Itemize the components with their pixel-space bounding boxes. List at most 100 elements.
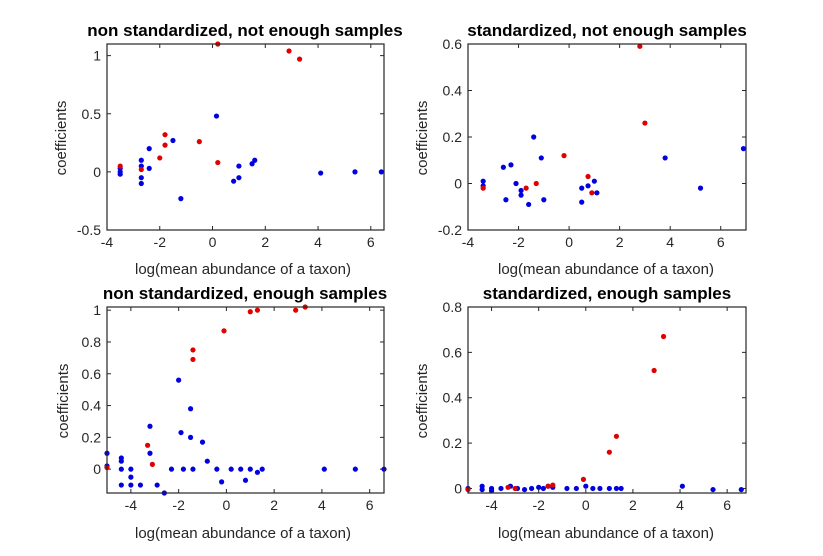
- subplot-3-point: [118, 466, 124, 472]
- subplot-1-plot-area: -4 -2 0 2 4 6 -0.5 0 0.5 1: [77, 41, 385, 250]
- subplot-3-ytick-label: 0.4: [82, 398, 102, 414]
- subplot-2-xtick-label: 2: [616, 234, 624, 250]
- subplot-1-title: non standardized, not enough samples: [87, 21, 402, 40]
- subplot-4-plot-area: -4 -2 0 2 4 6 0 0.2 0.4 0.6 0.8: [443, 299, 747, 513]
- subplot-2-xtick-label: -2: [512, 234, 525, 250]
- subplot-4-point: [651, 367, 657, 374]
- subplot-1-point: [286, 48, 292, 54]
- subplot-3-point: [187, 434, 194, 440]
- subplot-3-point: [352, 466, 358, 472]
- subplot-4-point: [606, 449, 612, 455]
- subplot-3-point: [149, 461, 155, 467]
- subplot-2-xtick-label: 4: [666, 234, 674, 250]
- subplot-4-ytick-label: 0: [454, 480, 462, 496]
- subplot-2-ylabel: coefficients: [414, 101, 431, 176]
- subplot-4: standardized, enough samples coefficient…: [414, 284, 747, 542]
- subplot-2-point: [531, 134, 537, 140]
- subplot-4-point: [613, 485, 620, 492]
- subplot-1-point: [138, 157, 144, 163]
- subplot-3-point: [238, 466, 244, 472]
- subplot-1-xtick-label: 0: [209, 234, 217, 250]
- subplot-4-point: [597, 485, 603, 492]
- subplot-3-point: [204, 458, 210, 464]
- subplot-1-point: [117, 163, 123, 169]
- subplot-2-ytick-label: 0.4: [443, 83, 463, 99]
- subplot-2-axes-box: [467, 43, 747, 231]
- subplot-4-point: [573, 485, 579, 492]
- subplot-3-point: [190, 466, 196, 472]
- subplot-1-xtick-label: -2: [154, 234, 167, 250]
- subplot-2-point: [480, 185, 486, 191]
- subplot-1-xtick-label: 2: [261, 234, 269, 250]
- subplot-1-xtick-label: -4: [101, 234, 114, 250]
- subplot-2-point: [585, 183, 591, 189]
- subplot-3-point: [254, 307, 261, 313]
- subplot-2: standardized, not enough samples coeffic…: [414, 21, 747, 278]
- subplot-4-xtick-label: -4: [485, 497, 498, 513]
- subplot-2-point: [561, 153, 567, 159]
- subplot-1-point: [231, 178, 237, 184]
- subplot-2-point: [518, 187, 524, 194]
- subplot-1-point: [117, 171, 123, 177]
- subplot-4-xtick-label: 4: [676, 497, 684, 513]
- subplot-4-point: [550, 482, 556, 488]
- subplot-2-point: [503, 197, 509, 203]
- subplot-2-point: [541, 197, 547, 203]
- subplot-4-axes-box: [467, 306, 747, 494]
- subplot-3-ytick-label: 0.6: [82, 366, 102, 382]
- subplot-3-plot-area: -4 -2 0 2 4 6 0 0.2 0.4 0.6 0.8 1: [82, 302, 387, 513]
- subplot-4-point: [679, 483, 685, 489]
- subplot-1-point: [215, 159, 221, 166]
- subplot-1-point: [196, 139, 202, 145]
- subplot-2-point: [642, 120, 648, 126]
- subplot-1-ylabel: coefficients: [53, 101, 70, 176]
- subplot-1: non standardized, not enough samples coe…: [53, 21, 403, 278]
- subplot-4-ytick-label: 0.4: [443, 390, 463, 406]
- subplot-2-point: [513, 180, 519, 187]
- subplot-3-point: [219, 479, 225, 485]
- subplot-1-point: [318, 170, 324, 176]
- subplot-2-xtick-label: 0: [565, 234, 573, 250]
- subplot-3-point: [190, 356, 196, 363]
- subplot-1-point: [213, 113, 220, 119]
- subplot-1-point: [138, 166, 144, 173]
- subplot-3-xtick-label: 0: [222, 497, 230, 513]
- subplot-3-point: [180, 466, 187, 472]
- subplot-2-xtick-label: -4: [462, 234, 475, 250]
- subplot-1-point: [296, 56, 303, 62]
- subplot-4-ylabel: coefficients: [414, 364, 431, 439]
- subplot-2-point: [523, 185, 529, 191]
- subplot-4-xtick-label: 0: [582, 497, 590, 513]
- subplot-1-point: [162, 132, 168, 138]
- subplot-4-point: [479, 486, 485, 493]
- subplot-2-point: [637, 43, 643, 49]
- subplot-1-axes-box: [106, 43, 385, 231]
- subplot-4-point: [505, 484, 511, 490]
- subplot-1-xtick-label: 6: [367, 234, 375, 250]
- subplot-4-point: [590, 485, 596, 492]
- subplot-2-plot-area: -4 -2 0 2 4 6 -0.2 0 0.2 0.4 0.6: [438, 36, 747, 250]
- subplot-3-point: [214, 466, 220, 472]
- subplot-2-point: [591, 178, 597, 184]
- subplot-2-xlabel: log(mean abundance of a taxon): [498, 261, 714, 278]
- subplot-3-ytick-label: 1: [93, 302, 101, 318]
- subplot-4-point: [536, 484, 542, 490]
- subplot-3-point: [147, 450, 153, 456]
- subplot-3-point: [247, 466, 253, 472]
- subplot-4-ytick-label: 0.6: [443, 344, 463, 360]
- subplot-3-xtick-label: 6: [366, 497, 374, 513]
- subplot-1-point: [236, 175, 242, 181]
- subplot-2-point: [585, 173, 591, 180]
- subplot-2-point: [518, 192, 524, 198]
- subplot-1-point: [352, 169, 358, 175]
- subplot-4-point: [613, 433, 620, 439]
- subplot-2-point: [526, 201, 532, 208]
- subplot-3-ylabel: coefficients: [55, 364, 72, 439]
- subplot-2-ytick-label: 0.2: [443, 129, 463, 145]
- subplot-4-point: [498, 485, 504, 492]
- subplot-1-point: [146, 146, 152, 152]
- subplot-2-ytick-label: 0: [454, 176, 462, 192]
- subplot-4-ytick-label: 0.8: [443, 299, 463, 315]
